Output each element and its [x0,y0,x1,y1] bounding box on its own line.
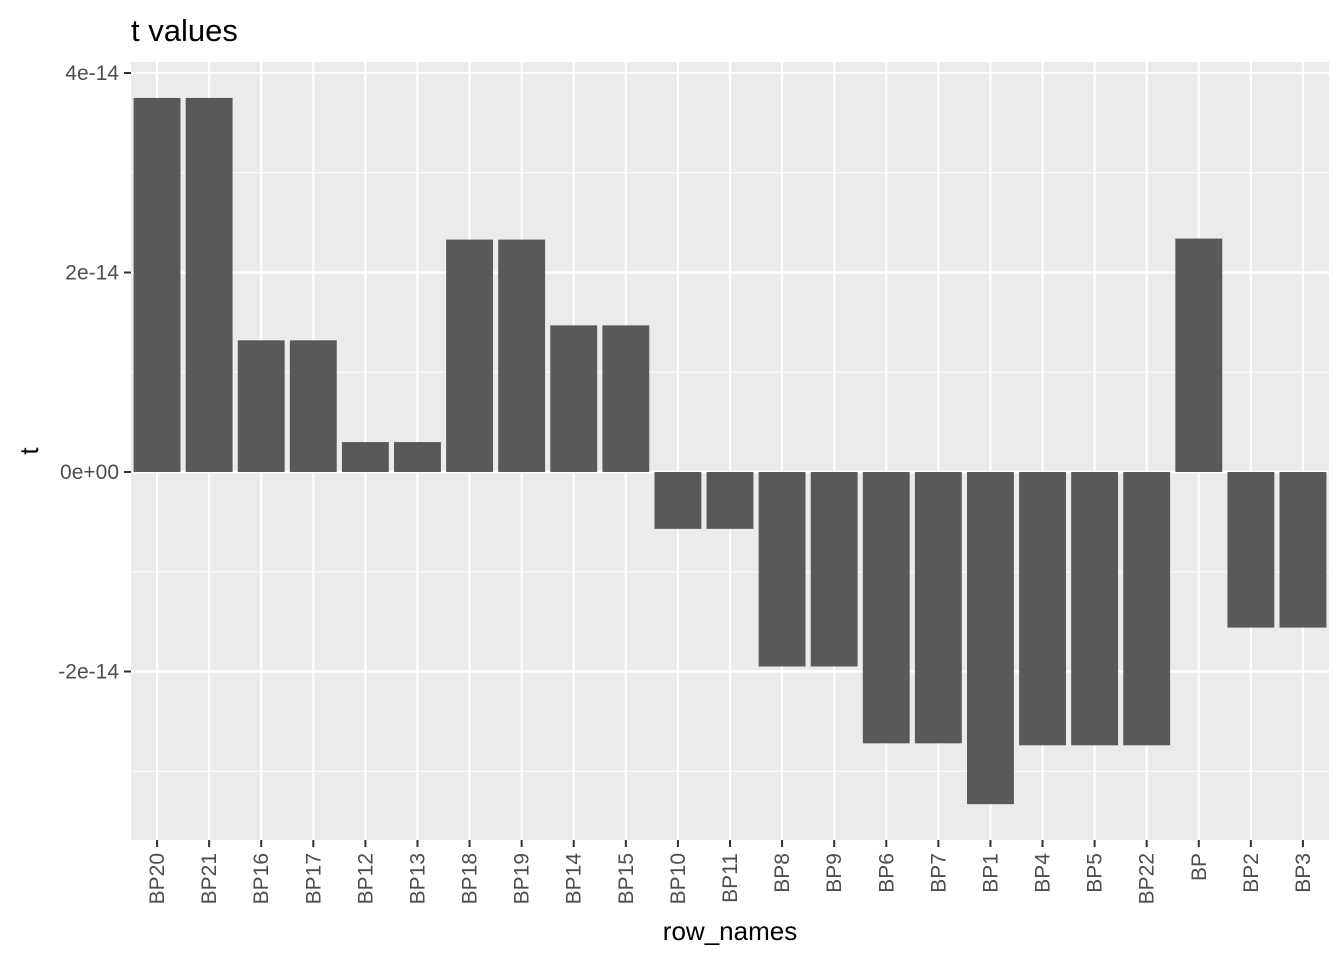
bar-BP11 [706,472,754,529]
bar-BP9 [810,472,858,667]
y-axis: 4e-14 2e-14 0e+00 -2e-14 [58,62,131,684]
x-tick-label: BP16 [250,853,273,904]
x-tick-label: BP5 [1084,853,1107,893]
y-tick-label: 4e-14 [65,62,119,85]
x-tick-label: BP6 [875,853,898,893]
x-tick-label: BP19 [511,853,534,904]
x-tick-label: BP11 [719,853,742,903]
x-tick-label: BP18 [459,853,482,904]
bar-BP12 [341,442,389,472]
y-tick-label: 0e+00 [60,461,119,484]
bar-BP20 [133,97,181,472]
bar-BP16 [237,340,285,472]
bars [133,97,1327,805]
bar-BP18 [446,239,494,472]
x-tick-label: BP21 [198,853,221,904]
x-tick-label: BP13 [406,853,429,904]
bar-BP [1175,238,1223,472]
x-tick-label: BP4 [1032,853,1055,893]
bar-BP6 [862,472,910,744]
bar-BP4 [1019,472,1066,746]
x-tick-label: BP15 [615,853,638,904]
bar-BP3 [1279,472,1327,628]
x-tick-label: BP10 [667,853,690,904]
x-tick-label: BP3 [1292,853,1315,893]
x-axis: BP20 BP21 BP16 BP17 BP12 BP13 BP18 BP19 BP14 BP15… [146,840,1315,904]
x-tick-label: BP [1188,853,1211,881]
x-tick-label: BP14 [563,853,586,905]
bar-BP2 [1227,472,1275,628]
x-tick-label: BP17 [302,853,325,904]
bar-BP15 [602,325,650,472]
x-tick-label: BP2 [1240,853,1263,893]
bar-BP1 [966,472,1014,805]
bar-BP5 [1071,472,1119,746]
x-tick-label: BP22 [1136,853,1159,904]
y-axis-title: t [14,447,44,455]
bar-BP21 [185,97,233,472]
y-tick-label: -2e-14 [58,661,119,684]
bar-BP8 [758,472,806,667]
y-tick-label: 2e-14 [65,262,119,285]
x-axis-title: row_names [663,916,797,946]
x-tick-label: BP20 [146,853,169,904]
x-tick-label: BP12 [354,853,377,904]
x-tick-label: BP9 [823,853,846,893]
x-tick-label: BP7 [927,853,950,893]
bar-BP19 [498,239,546,472]
x-tick-label: BP1 [979,853,1002,893]
bar-BP22 [1123,472,1171,746]
bar-BP13 [394,442,441,472]
bar-BP10 [654,472,702,529]
bar-BP14 [550,325,598,472]
bar-BP17 [289,340,337,472]
x-tick-label: BP8 [771,853,794,893]
chart-title: t values [131,13,238,48]
bar-BP7 [914,472,962,744]
